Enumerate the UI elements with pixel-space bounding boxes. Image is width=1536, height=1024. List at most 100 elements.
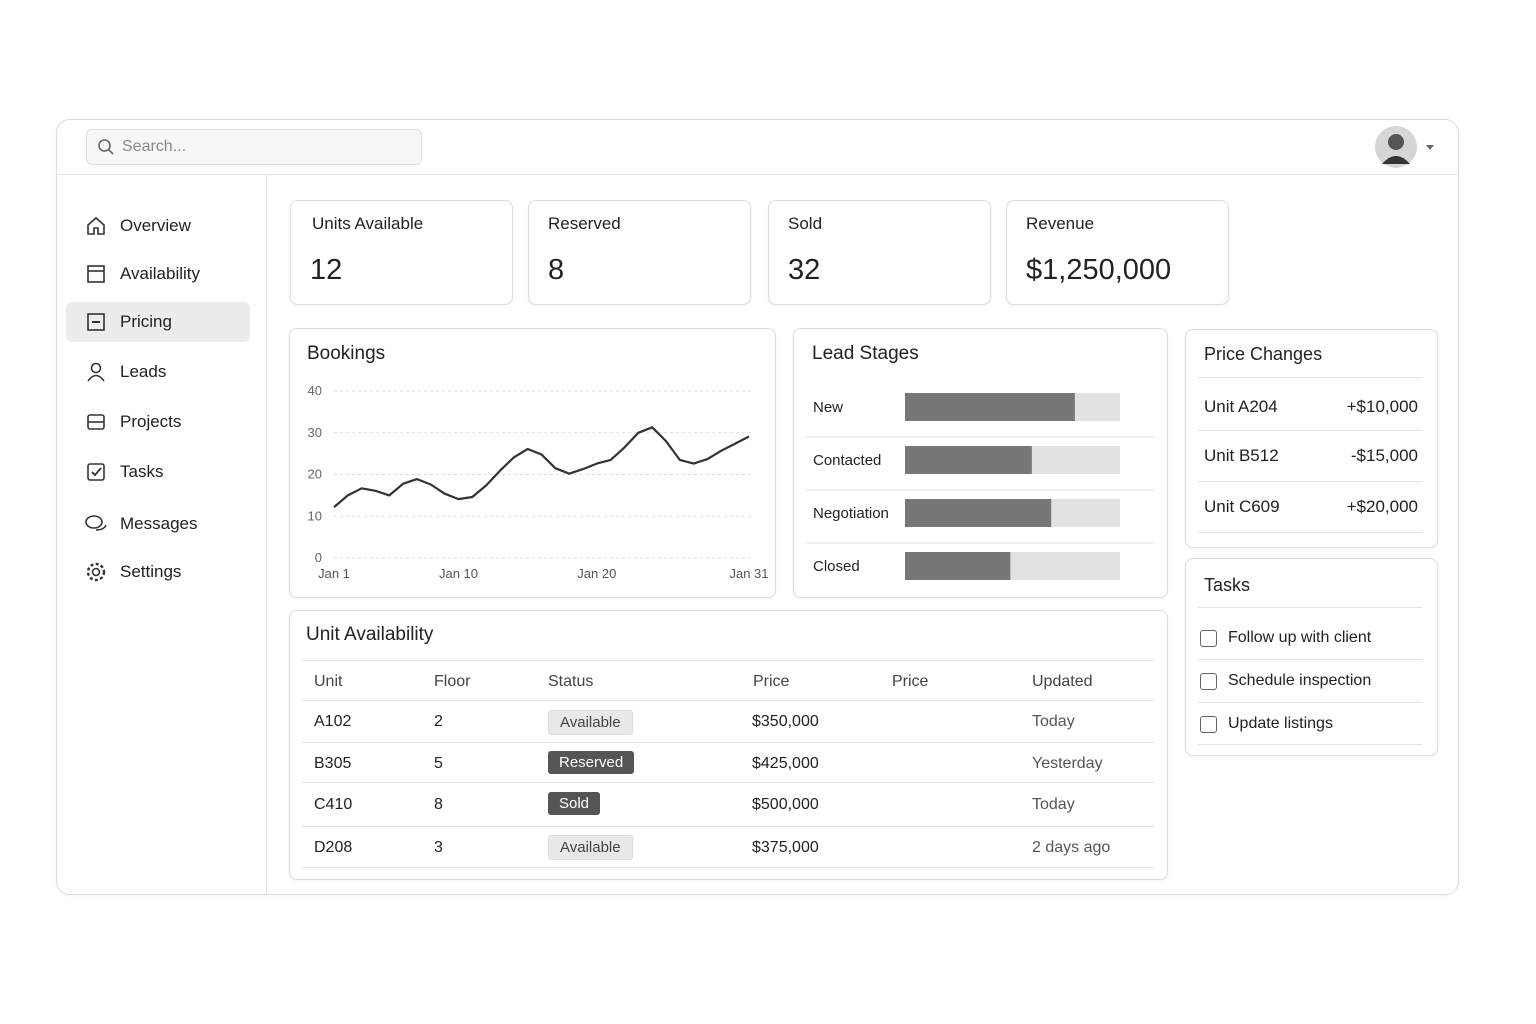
divider (1198, 659, 1422, 660)
y-tick-label: 20 (308, 467, 322, 482)
card-title: Tasks (1204, 575, 1251, 595)
y-tick-label: 0 (315, 550, 322, 565)
icon-projects (87, 414, 105, 430)
bar-label: Negotiation (813, 505, 889, 522)
cell: Yesterday (1032, 755, 1103, 772)
cell: 2 (434, 713, 443, 730)
bar (905, 446, 1032, 474)
bar (905, 499, 1052, 527)
column-header: Status (548, 673, 594, 690)
divider (1198, 702, 1422, 703)
divider (1198, 607, 1422, 608)
bar-label: New (813, 399, 843, 416)
kpi-value: $1,250,000 (1026, 254, 1172, 286)
cell: $350,000 (752, 713, 819, 730)
card-title: Bookings (307, 343, 386, 364)
status-badge: Sold (548, 792, 601, 815)
divider (302, 826, 1154, 827)
divider (302, 782, 1154, 783)
icon-pricing (87, 313, 105, 331)
divider (1198, 481, 1422, 482)
nav-item[interactable]: Overview (120, 216, 191, 235)
nav-item[interactable]: Messages (120, 514, 198, 533)
nav-item[interactable]: Settings (120, 562, 182, 581)
kpi-label: Reserved (548, 214, 621, 233)
search-box[interactable]: Search... (86, 129, 422, 165)
column-header: Price (892, 673, 929, 690)
y-tick-label: 30 (308, 425, 322, 440)
avatar-menu[interactable] (1374, 126, 1440, 170)
bar-label: Contacted (813, 452, 881, 469)
divider (1198, 744, 1422, 745)
bar (905, 393, 1075, 421)
column-header: Unit (314, 673, 343, 690)
task-label: Update listings (1228, 715, 1333, 732)
cell: Today (1032, 713, 1075, 730)
x-tick-label: Jan 20 (577, 566, 616, 581)
kpi-value: 32 (788, 254, 821, 286)
task-checkbox[interactable] (1200, 673, 1217, 690)
icon-leads (87, 362, 105, 382)
icon-overview (87, 216, 105, 235)
kpi-card (1006, 200, 1229, 305)
y-tick-label: 40 (308, 383, 322, 398)
x-tick-label: Jan 31 (729, 566, 768, 581)
divider (302, 700, 1154, 701)
icon-messages (85, 515, 107, 531)
divider (1198, 377, 1422, 378)
line-series (333, 426, 750, 508)
card-title: Price Changes (1204, 344, 1323, 364)
cell: $375,000 (752, 839, 819, 856)
search-icon (98, 139, 114, 155)
kpi-card (528, 200, 751, 305)
cell: B305 (314, 755, 352, 772)
task-label: Schedule inspection (1228, 672, 1372, 689)
card-title: Lead Stages (812, 343, 919, 364)
kpi-value: 12 (310, 254, 343, 286)
task-label: Follow up with client (1228, 629, 1372, 646)
header-divider (57, 174, 1457, 175)
task-checkbox[interactable] (1200, 630, 1217, 647)
price-change: +$20,000 (1346, 497, 1418, 516)
divider (1198, 532, 1422, 533)
nav-item[interactable]: Availability (120, 264, 201, 283)
kpi-card (768, 200, 991, 305)
unit-availability-card (289, 610, 1168, 880)
divider (1198, 430, 1422, 431)
cell: $500,000 (752, 796, 819, 813)
divider (302, 867, 1154, 868)
cell: $425,000 (752, 755, 819, 772)
kpi-label: Sold (788, 214, 823, 233)
x-tick-label: Jan 1 (318, 566, 350, 581)
tasks-card (1185, 558, 1438, 756)
cell: C410 (314, 796, 353, 813)
sidebar-divider (266, 175, 267, 893)
bar-label: Closed (813, 558, 860, 575)
icon-availability (87, 265, 105, 283)
column-header: Updated (1032, 673, 1093, 690)
card-title: Unit Availability (306, 624, 434, 645)
price-unit: Unit C609 (1204, 497, 1280, 516)
icon-tasks (87, 463, 105, 481)
cell: D208 (314, 839, 353, 856)
cell: A102 (314, 713, 352, 730)
price-unit: Unit B512 (1204, 446, 1279, 465)
icon-settings (86, 562, 106, 582)
x-tick-label: Jan 10 (439, 566, 478, 581)
kpi-label: Revenue (1026, 214, 1095, 233)
nav-item[interactable]: Tasks (120, 462, 164, 481)
status-badge: Available (548, 835, 633, 860)
cell: 5 (434, 755, 443, 772)
nav-item[interactable]: Leads (120, 362, 167, 381)
bar (905, 552, 1011, 580)
cell: 8 (434, 796, 443, 813)
cell: Today (1032, 796, 1075, 813)
divider (302, 660, 1154, 661)
task-checkbox[interactable] (1200, 716, 1217, 733)
status-badge: Reserved (548, 751, 635, 774)
nav-item[interactable]: Projects (120, 412, 182, 431)
price-changes-card (1185, 329, 1438, 548)
nav-item[interactable]: Pricing (120, 312, 172, 331)
